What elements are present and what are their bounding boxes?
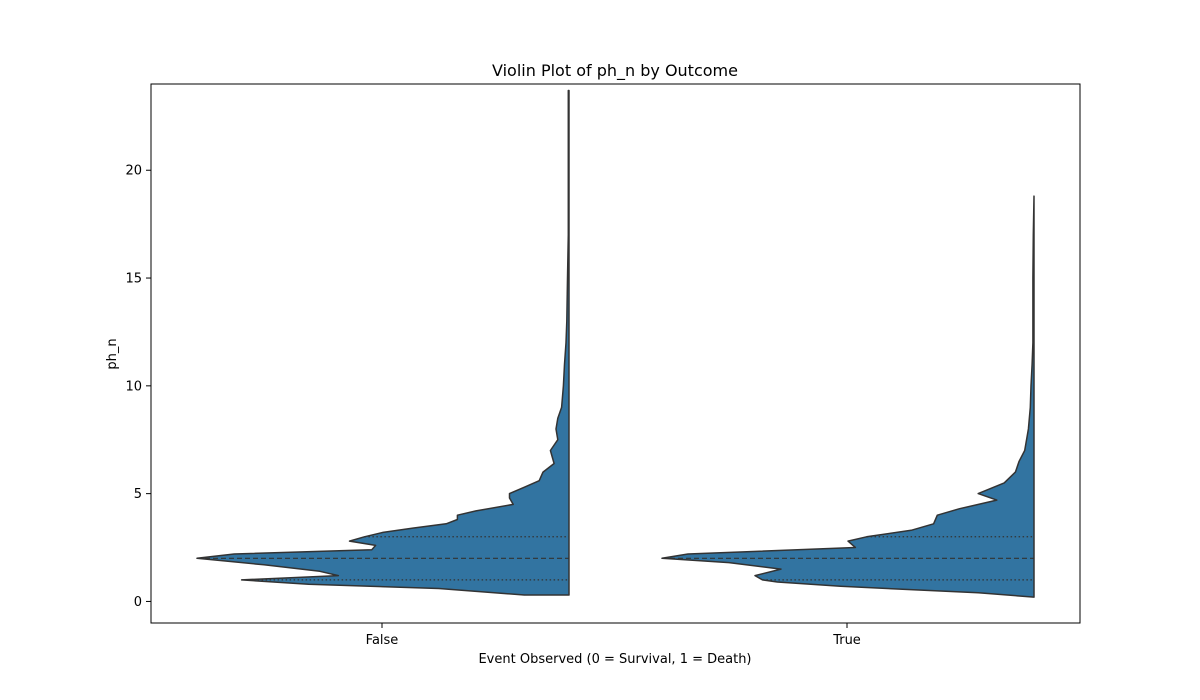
y-tick-label: 0	[134, 595, 142, 610]
y-axis-ticks: 0 5 10 15 20	[125, 164, 151, 610]
y-axis-label: ph_n	[105, 338, 120, 369]
violin-false	[196, 89, 570, 596]
y-tick-label: 5	[134, 487, 142, 502]
violins-layer	[196, 89, 1035, 598]
x-tick-label: True	[832, 633, 861, 648]
violin-true	[661, 195, 1035, 598]
x-axis-ticks: False True	[366, 623, 861, 648]
x-axis-label: Event Observed (0 = Survival, 1 = Death)	[478, 652, 751, 667]
y-tick-label: 15	[125, 272, 142, 287]
y-tick-label: 10	[125, 379, 142, 394]
chart-title: Violin Plot of ph_n by Outcome	[492, 61, 738, 81]
x-tick-label: False	[366, 633, 399, 648]
plot-frame	[150, 83, 1081, 624]
y-tick-label: 20	[125, 164, 142, 179]
